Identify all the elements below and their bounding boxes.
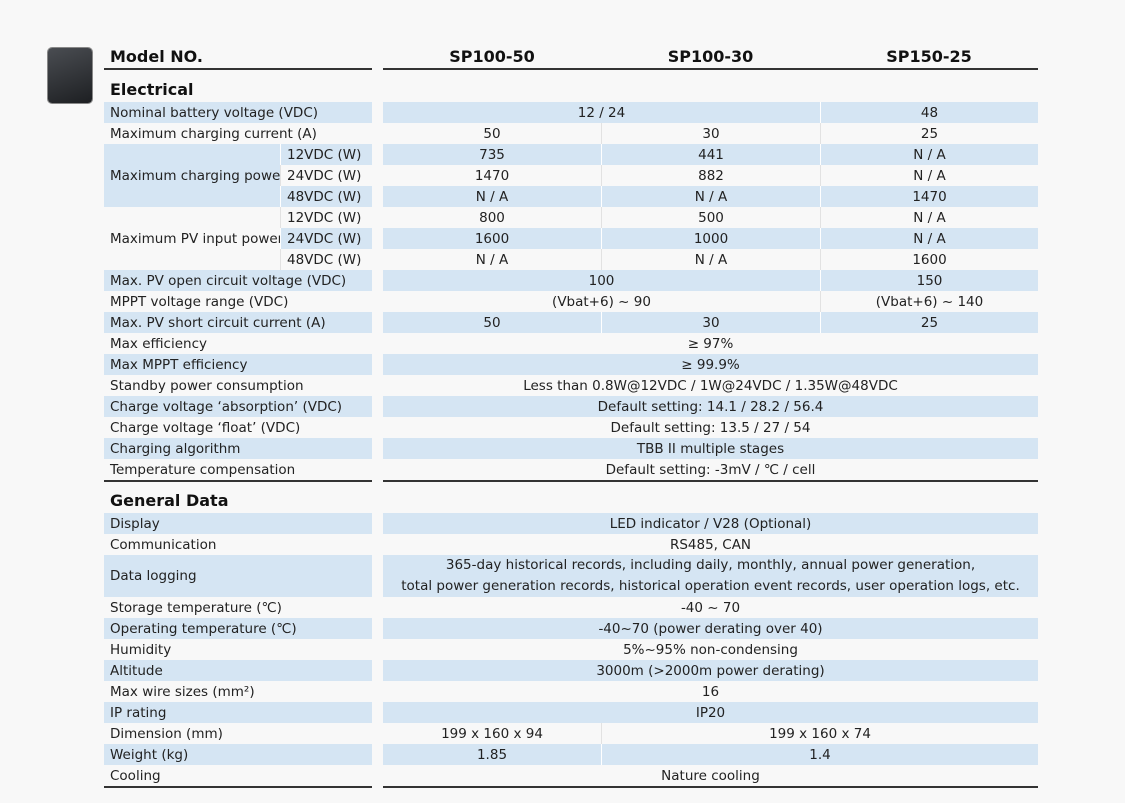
value-cell: 48	[820, 102, 1038, 123]
sub-label: 24VDC (W)	[280, 165, 372, 186]
row-label: Communication	[110, 536, 217, 553]
row-label: Max efficiency	[110, 335, 208, 352]
value-cell: 441	[601, 144, 820, 165]
value-cell: Default setting: 13.5 / 27 / 54	[610, 419, 811, 436]
value-cell: 150	[820, 270, 1038, 291]
value-cell: 12 / 24	[383, 102, 820, 123]
value-cell: Default setting: 14.1 / 28.2 / 56.4	[383, 396, 1038, 417]
row-label: Display	[104, 513, 372, 534]
value-cell: 50	[483, 125, 501, 142]
value-cell: TBB II multiple stages	[383, 438, 1038, 459]
row-label: Weight (kg)	[104, 744, 372, 765]
rule	[104, 68, 372, 70]
value-cell: 1600	[383, 228, 601, 249]
value-cell: Nature cooling	[661, 767, 760, 784]
value-cell: 365-day historical records, including da…	[383, 555, 1038, 597]
value-line: 365-day historical records, including da…	[445, 557, 976, 573]
value-cell: ≥ 99.9%	[383, 354, 1038, 375]
value-cell: IP20	[383, 702, 1038, 723]
rule	[104, 786, 372, 788]
value-cell: 16	[701, 683, 720, 700]
row-label: Maximum charging current (A)	[110, 125, 317, 142]
value-cell: N / A	[820, 144, 1038, 165]
value-cell: Less than 0.8W@12VDC / 1W@24VDC / 1.35W@…	[523, 377, 898, 394]
row-label: Charge voltage ‘float’ (VDC)	[110, 419, 301, 436]
rule	[383, 786, 1038, 788]
value-cell: 882	[601, 165, 820, 186]
row-label: Data logging	[104, 555, 372, 597]
model-name: SP100-50	[449, 46, 535, 66]
header-label: Model NO.	[110, 46, 203, 66]
row-label: Storage temperature (℃)	[110, 599, 282, 616]
value-cell: 25	[820, 123, 1038, 144]
product-image	[48, 48, 92, 103]
value-cell: 735	[383, 144, 601, 165]
row-label: Altitude	[104, 660, 372, 681]
model-name: SP100-30	[667, 46, 754, 66]
sub-label: 12VDC (W)	[280, 207, 372, 228]
value-cell: 1000	[601, 228, 820, 249]
value-cell: 199 x 160 x 94	[441, 725, 543, 742]
value-cell: N / A	[820, 165, 1038, 186]
value-cell: 25	[820, 312, 1038, 333]
value-line: total power generation records, historic…	[401, 578, 1020, 594]
row-label: Charge voltage ‘absorption’ (VDC)	[104, 396, 372, 417]
row-label: Charging algorithm	[104, 438, 372, 459]
row-label: Max wire sizes (mm²)	[110, 683, 255, 700]
value-cell: Default setting: -3mV / ℃ / cell	[605, 461, 816, 478]
row-label: Max MPPT efficiency	[104, 354, 372, 375]
value-cell: N / A	[383, 186, 601, 207]
model-name: SP150-25	[886, 46, 972, 66]
value-cell: N / A	[601, 186, 820, 207]
row-label: Max. PV open circuit voltage (VDC)	[104, 270, 372, 291]
value-cell: 1600	[820, 249, 1038, 270]
row-label: Humidity	[110, 641, 172, 658]
value-cell: N / A	[820, 228, 1038, 249]
row-label: Temperature compensation	[110, 461, 296, 478]
row-label: Standby power consumption	[110, 377, 304, 394]
section-title: Electrical	[110, 79, 194, 99]
value-cell: LED indicator / V28 (Optional)	[383, 513, 1038, 534]
rule	[383, 480, 1038, 482]
value-cell: 1470	[474, 167, 510, 184]
value-cell: -40 ~ 70	[680, 599, 741, 616]
sub-label: 12VDC (W)	[280, 144, 372, 165]
value-cell: 100	[383, 270, 820, 291]
rule	[104, 480, 372, 482]
value-cell: 800	[479, 209, 505, 226]
row-label: Nominal battery voltage (VDC)	[104, 102, 372, 123]
value-cell: 1.85	[383, 744, 601, 765]
value-cell: 30	[601, 123, 820, 144]
rule	[383, 68, 1038, 70]
sub-label: 48VDC (W)	[280, 186, 372, 207]
row-label: Maximum charging power	[104, 144, 280, 207]
row-label: Maximum PV input power	[110, 230, 280, 247]
value-cell: 50	[383, 312, 601, 333]
value-cell: (Vbat+6) ~ 90	[552, 293, 651, 310]
row-label: Max. PV short circuit current (A)	[104, 312, 372, 333]
row-label: Dimension (mm)	[110, 725, 223, 742]
value-cell: 500	[601, 207, 820, 228]
value-cell: ≥ 97%	[687, 335, 734, 352]
row-label: Operating temperature (℃)	[104, 618, 372, 639]
value-cell: (Vbat+6) ~ 140	[820, 291, 1038, 312]
value-cell: 30	[601, 312, 820, 333]
value-cell: 5%~95% non-condensing	[623, 641, 798, 658]
value-cell: N / A	[820, 207, 1038, 228]
row-label: Cooling	[110, 767, 161, 784]
sub-label: 48VDC (W)	[280, 249, 372, 270]
value-cell: RS485, CAN	[669, 536, 752, 553]
row-label: IP rating	[104, 702, 372, 723]
value-cell: 3000m (>2000m power derating)	[383, 660, 1038, 681]
sub-label: 24VDC (W)	[280, 228, 372, 249]
row-label: MPPT voltage range (VDC)	[110, 293, 289, 310]
value-cell: 1.4	[601, 744, 1038, 765]
section-title: General Data	[110, 490, 229, 510]
value-cell: N / A	[475, 251, 509, 268]
value-cell: -40~70 (power derating over 40)	[383, 618, 1038, 639]
value-cell: 1470	[820, 186, 1038, 207]
value-cell: N / A	[601, 249, 820, 270]
value-cell: 199 x 160 x 74	[601, 723, 1038, 744]
